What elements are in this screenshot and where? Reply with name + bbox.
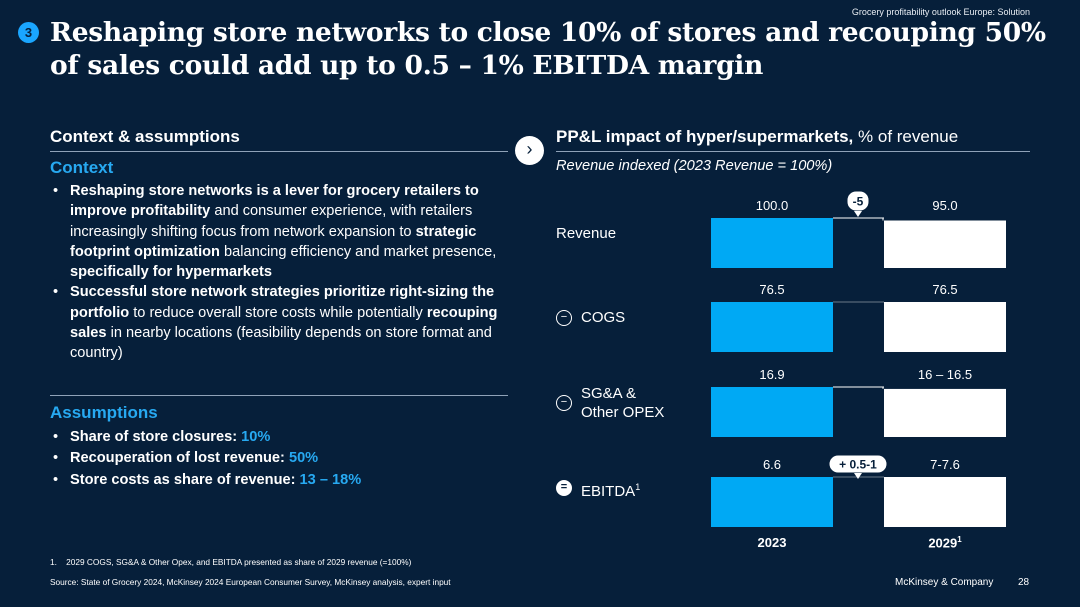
bar-revenue-2023 (711, 218, 833, 268)
row-label-line: Other OPEX (581, 404, 665, 421)
row-label-ebitda: EBITDA1 (581, 478, 640, 501)
context-bullet-segment: to reduce overall store costs while pote… (129, 304, 427, 321)
footnote-number: 1. (50, 557, 57, 567)
bar-sg-a-other-opex-2023 (711, 387, 833, 437)
chart-title: PP&L impact of hyper/supermarkets, % of … (556, 127, 958, 147)
page-title: Reshaping store networks to close 10% of… (50, 17, 1046, 81)
context-heading: Context (50, 158, 114, 177)
context-bullet-segment: recouping sales (70, 304, 498, 342)
year-label-2023: 2023 (711, 535, 833, 550)
row-label-line: Revenue (556, 225, 617, 242)
bar-cogs-2023 (711, 302, 833, 352)
right-header-divider (556, 151, 1030, 152)
brand-name: McKinsey & Company (895, 577, 994, 588)
assumptions-divider (50, 395, 508, 396)
assumption-bullet-segment: Share of store closures: (70, 429, 242, 445)
row-label-line: SG&A & (581, 385, 637, 402)
bar-sg-a-other-opex-2029 (884, 388, 1006, 437)
year-label-2029: 20291 (884, 535, 1006, 550)
data-label-cogs-2023: 76.5 (759, 282, 784, 297)
assumption-bullet: Recouperation of lost revenue: 50% (50, 448, 512, 469)
row-label-sg-a-other-opex: SG&A & Other OPEX (581, 384, 664, 422)
assumptions-section: Share of store closures: 10%Recouperatio… (50, 427, 512, 491)
context-bullet-segment: strategic footprint optimization (70, 223, 477, 260)
row-label-revenue: Revenue (556, 224, 616, 243)
footnote-marker: 1 (957, 535, 962, 544)
context-bullet-segment: Successful store network strategies prio… (70, 284, 495, 321)
context-bullet: Successful store network strategies prio… (50, 282, 512, 363)
data-label-sg-a-other-opex-2023: 16.9 (759, 367, 784, 382)
row-label-line: COGS (581, 309, 626, 326)
context-assumptions-heading: Context & assumptions (50, 127, 240, 146)
data-label-sg-a-other-opex-2029: 16 – 16.5 (918, 367, 972, 382)
minus-icon: − (556, 310, 572, 326)
context-bullet: Reshaping store networks is a lever for … (50, 181, 512, 282)
assumption-bullet-segment: Store costs as share of revenue: (70, 471, 300, 488)
assumption-bullet-segment: 13 – 18% (299, 471, 362, 488)
left-header-divider (50, 151, 508, 152)
delta-label-ebitda: + 0.5-1 (839, 458, 877, 472)
bar-ebitda-2023 (711, 477, 833, 527)
bar-cogs-2029 (884, 302, 1006, 352)
context-section: Reshaping store networks is a lever for … (50, 181, 512, 364)
footnote: 1. 2029 COGS, SG&A & Other Opex, and EBI… (50, 557, 411, 567)
delta-pointer-revenue (854, 211, 862, 217)
context-bullet-segment: balancing efficiency and market presence… (219, 243, 497, 260)
bar-ebitda-2029 (884, 477, 1006, 527)
chart-title-unit: % of revenue (853, 127, 959, 146)
context-bullet-segment: and consumer experience, with retailers … (70, 203, 473, 240)
data-label-revenue-2023: 100.0 (756, 198, 789, 213)
data-label-ebitda-2029: 7-7.6 (930, 457, 960, 472)
year-label-text: 2029 (928, 535, 958, 551)
bar-revenue-2029 (884, 220, 1006, 268)
context-bullet-list: Reshaping store networks is a lever for … (50, 181, 512, 364)
chart-subtitle: Revenue indexed (2023 Revenue = 100%) (556, 158, 833, 174)
year-label-text: 2023 (757, 535, 787, 550)
footnote-marker: 1 (635, 482, 641, 492)
assumptions-heading: Assumptions (50, 403, 158, 422)
minus-icon: − (556, 395, 572, 411)
footnote-text: 2029 COGS, SG&A & Other Opex, and EBITDA… (66, 557, 412, 567)
row-label-line: EBITDA1 (581, 482, 641, 500)
source-note: Source: State of Grocery 2024, McKinsey … (50, 577, 451, 587)
assumptions-bullet-list: Share of store closures: 10%Recouperatio… (50, 427, 512, 490)
data-label-ebitda-2023: 6.6 (763, 457, 781, 472)
context-bullet-segment: in nearby locations (feasibility depends… (70, 325, 492, 362)
chevron-right-icon: › (515, 136, 544, 165)
assumption-bullet-segment: Recouperation of lost revenue: (70, 450, 289, 467)
delta-pointer-ebitda (854, 473, 862, 479)
context-bullet-segment: Reshaping store networks is a lever for … (70, 183, 479, 220)
data-label-revenue-2029: 95.0 (932, 198, 957, 213)
assumption-bullet: Share of store closures: 10% (50, 427, 512, 448)
assumption-bullet-segment: 50% (288, 450, 319, 467)
chart-title-bold: PP&L impact of hyper/supermarkets, (556, 127, 854, 146)
breadcrumb: Grocery profitability outlook Europe: So… (851, 7, 1030, 17)
page-number: 28 (1018, 577, 1030, 588)
assumption-bullet-segment: 10% (241, 429, 271, 445)
assumption-bullet: Store costs as share of revenue: 13 – 18… (50, 470, 512, 491)
row-label-cogs: COGS (581, 308, 625, 327)
context-bullet-segment: specifically for hypermarkets (70, 264, 272, 281)
data-label-cogs-2029: 76.5 (932, 282, 957, 297)
equals-icon: = (556, 480, 572, 496)
delta-label-revenue: -5 (853, 195, 864, 209)
section-number-badge: 3 (18, 22, 39, 43)
